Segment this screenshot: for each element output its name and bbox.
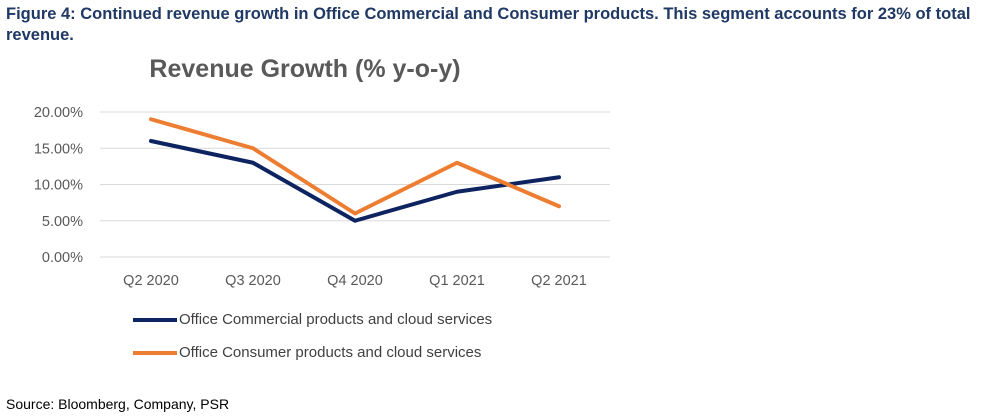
legend-swatch-consumer <box>133 350 177 355</box>
y-axis-ticks: 0.00% 5.00% 10.00% 15.00% 20.00% <box>34 105 83 266</box>
figure-caption: Figure 4: Continued revenue growth in Of… <box>6 5 971 44</box>
gridlines <box>100 111 610 258</box>
y-tick-label: 5.00% <box>42 214 83 230</box>
legend-label-commercial: Office Commercial products and cloud ser… <box>179 311 493 328</box>
x-tick-label: Q3 2020 <box>225 273 281 289</box>
x-tick-label: Q2 2021 <box>531 273 587 289</box>
series-line-consumer <box>149 117 561 216</box>
x-tick-label: Q4 2020 <box>327 273 383 289</box>
y-tick-label: 20.00% <box>34 105 83 121</box>
x-axis-ticks: Q2 2020 Q3 2020 Q4 2020 Q1 2021 Q2 2021 <box>123 273 587 289</box>
legend-item-consumer: Office Consumer products and cloud servi… <box>133 341 492 364</box>
chart-title: Revenue Growth (% y-o-y) <box>149 55 461 83</box>
series-line-commercial <box>149 139 561 223</box>
legend: Office Commercial products and cloud ser… <box>133 308 492 374</box>
y-tick-label: 10.00% <box>34 178 83 194</box>
legend-swatch-commercial <box>133 317 177 322</box>
x-tick-label: Q1 2021 <box>429 273 485 289</box>
y-tick-label: 15.00% <box>34 141 83 157</box>
y-tick-label: 0.00% <box>42 250 83 266</box>
series-lines <box>149 117 561 223</box>
legend-label-consumer: Office Consumer products and cloud servi… <box>179 344 482 361</box>
x-tick-label: Q2 2020 <box>123 273 179 289</box>
source-note: Source: Bloomberg, Company, PSR <box>6 396 230 412</box>
legend-item-commercial: Office Commercial products and cloud ser… <box>133 308 492 331</box>
